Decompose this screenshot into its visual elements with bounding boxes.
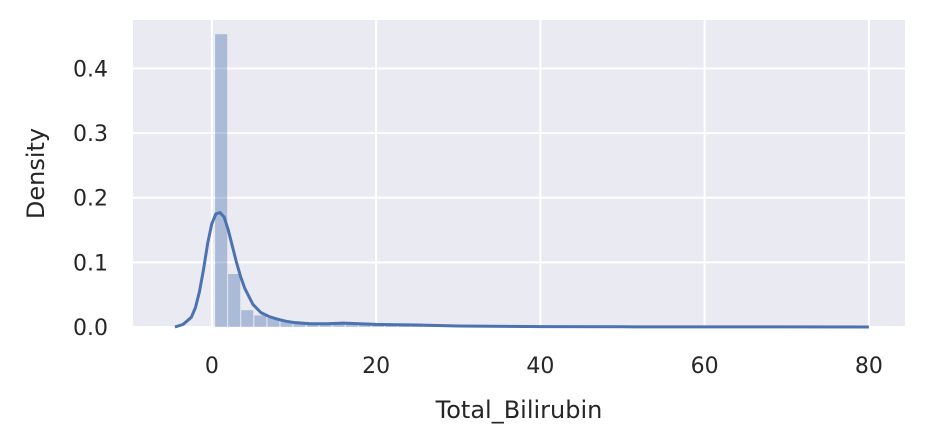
- histogram-bar: [411, 326, 424, 327]
- histogram-bar: [215, 34, 228, 328]
- x-tick-label: 0: [205, 354, 219, 379]
- x-tick-label: 40: [526, 354, 554, 379]
- histogram-bar: [241, 310, 254, 327]
- histogram-bar: [358, 325, 371, 327]
- histogram-bar: [332, 324, 345, 327]
- histogram-bar: [371, 325, 384, 327]
- histogram-bar: [397, 326, 411, 327]
- histogram-bar: [254, 315, 267, 327]
- histogram-bar: [280, 321, 293, 327]
- x-axis-label: Total_Bilirubin: [435, 396, 603, 424]
- histogram-bar: [345, 324, 358, 327]
- y-tick-label: 0.1: [73, 251, 108, 276]
- x-tick-label: 20: [362, 354, 390, 379]
- y-tick-labels: 0.0 0.1 0.2 0.3 0.4: [73, 57, 108, 341]
- x-tick-label: 60: [691, 354, 719, 379]
- histogram-bar: [319, 325, 332, 327]
- histogram-bar: [228, 274, 241, 327]
- x-tick-label: 80: [855, 354, 883, 379]
- y-tick-label: 0.2: [73, 187, 108, 212]
- y-axis-label: Density: [22, 128, 50, 219]
- histogram-bar: [293, 323, 306, 327]
- x-tick-labels: 0 20 40 60 80: [205, 354, 883, 379]
- y-tick-label: 0.3: [73, 122, 108, 147]
- kde-line: [174, 210, 869, 329]
- histogram-bar: [384, 325, 397, 327]
- histogram-bar: [306, 324, 319, 327]
- histogram-bar: [267, 317, 280, 327]
- plot-background: [133, 20, 905, 327]
- histogram-bars: [215, 34, 868, 328]
- y-tick-label: 0.0: [73, 316, 108, 341]
- y-tick-label: 0.4: [73, 57, 108, 82]
